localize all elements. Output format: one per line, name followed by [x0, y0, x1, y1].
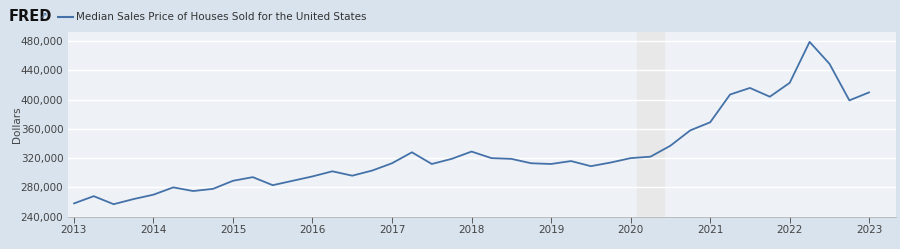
Bar: [637, 32, 664, 217]
Y-axis label: Dollars: Dollars: [12, 106, 22, 143]
Text: ↗: ↗: [40, 11, 47, 20]
Text: FRED: FRED: [9, 9, 52, 24]
Text: Median Sales Price of Houses Sold for the United States: Median Sales Price of Houses Sold for th…: [76, 12, 367, 22]
